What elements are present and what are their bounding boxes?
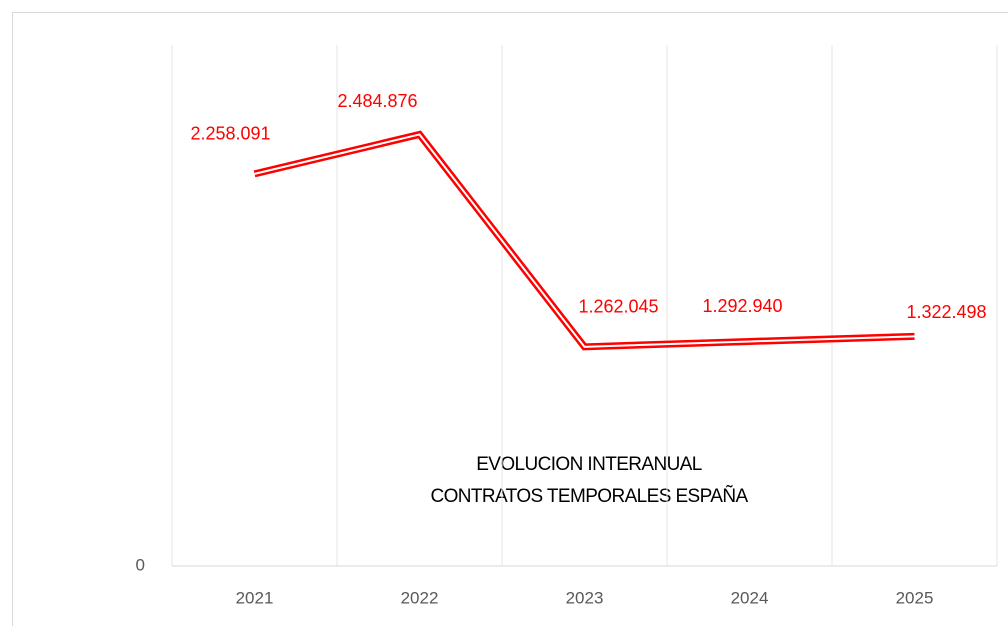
data-label: 1.262.045 [578, 297, 658, 317]
data-label: 2.258.091 [190, 124, 270, 144]
y-tick-label: 0 [136, 555, 145, 574]
data-label: 1.292.940 [702, 296, 782, 316]
x-tick-label: 2022 [401, 588, 439, 607]
x-tick-label: 2025 [896, 588, 934, 607]
data-label: 2.484.876 [337, 91, 417, 111]
x-tick-label: 2021 [236, 588, 274, 607]
x-tick-label: 2024 [731, 588, 769, 607]
x-tick-label: 2023 [566, 588, 604, 607]
series-line-inner [254, 133, 915, 348]
chart-title: EVOLUCION INTERANUAL [476, 454, 702, 475]
chart-frame [12, 12, 1008, 626]
chart-title: CONTRATOS TEMPORALES ESPAÑA [430, 485, 748, 507]
data-label: 1.322.498 [906, 302, 986, 322]
